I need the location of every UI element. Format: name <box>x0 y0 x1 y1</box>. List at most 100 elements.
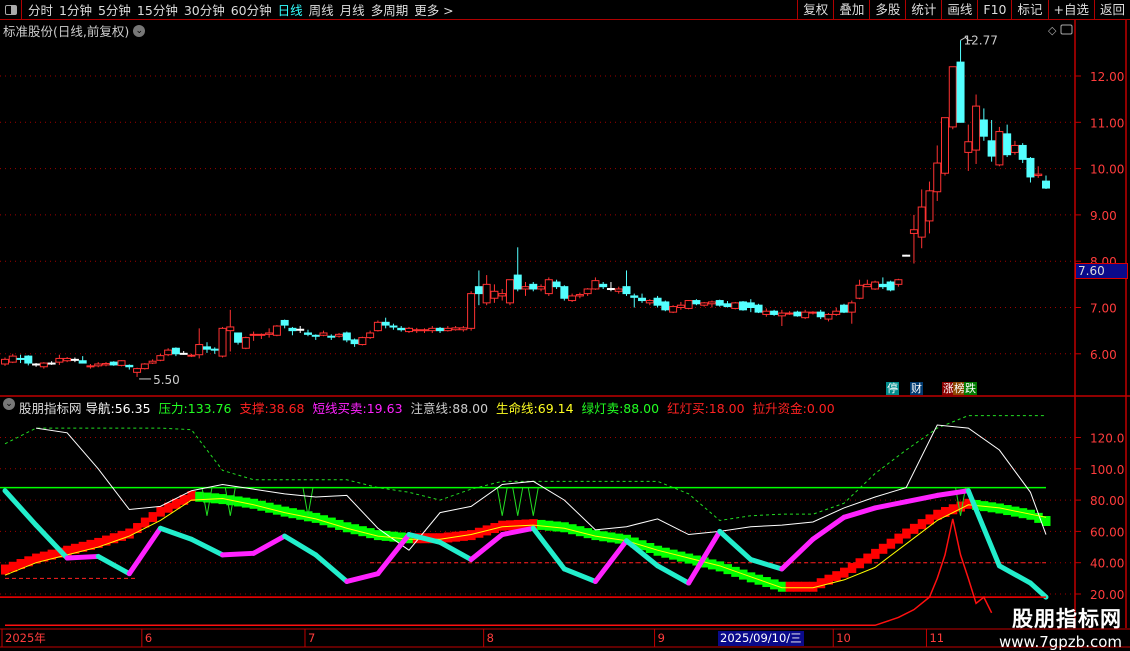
green-sell-signal <box>512 487 524 516</box>
green-sell-signal <box>224 487 236 516</box>
trend-band-block <box>1026 509 1035 520</box>
signal-badge[interactable]: 涨 <box>942 382 955 395</box>
candle-up <box>948 66 957 128</box>
date-label: 6 <box>145 631 152 645</box>
green-sell-signal <box>527 487 539 516</box>
candle-down <box>816 311 825 318</box>
candle-up <box>583 288 592 295</box>
signal-badge[interactable]: 跌 <box>964 382 977 395</box>
toolbar-button[interactable]: 画线 <box>941 0 977 20</box>
date-label: 2025年 <box>5 631 46 645</box>
trend-band-block <box>109 533 119 544</box>
candle-up <box>925 190 934 222</box>
chart-title[interactable]: 标准股份(日线,前复权) ⌄ <box>3 21 146 40</box>
trend-band-block <box>280 506 290 517</box>
trend-band-block <box>925 514 934 525</box>
toolbar-right-buttons: 复权 叠加 多股 统计 画线 F10 标记 +自选 返回 <box>797 0 1130 20</box>
signal-badge[interactable]: 财 <box>910 382 923 395</box>
chevron-down-icon[interactable]: ⌄ <box>133 24 146 37</box>
candle-down <box>202 346 211 350</box>
period-tab[interactable]: 30分钟 <box>183 3 225 18</box>
price-tick-label: 12.00 <box>1090 70 1124 84</box>
trend-band-block <box>505 520 515 531</box>
date-label: 7 <box>308 631 315 645</box>
short-trade-segment <box>126 525 163 577</box>
readout-value: 38.68 <box>268 401 305 416</box>
period-tab[interactable]: 1分钟 <box>59 3 92 18</box>
short-trade-segment <box>810 514 847 542</box>
draw-diamond-icon: ◇ <box>1048 24 1057 37</box>
trend-band-block <box>956 501 966 512</box>
toolbar-button[interactable]: +自选 <box>1047 0 1094 20</box>
signal-badge[interactable]: 榜 <box>953 382 966 395</box>
trend-band-block <box>187 490 196 501</box>
candle-down <box>16 357 25 360</box>
trend-band-block <box>583 528 593 539</box>
candle-up <box>700 302 709 306</box>
indicator-tick-label: 100.0 <box>1090 463 1124 477</box>
indicator-readout: 压力:133.76 <box>159 398 236 417</box>
indicator-readout: 导航:56.35 <box>86 398 155 417</box>
period-tab[interactable]: 5分钟 <box>97 3 131 18</box>
watermark: 股朋指标网 www.7gpzb.com <box>999 603 1122 651</box>
candle-up <box>824 313 833 320</box>
candle-down <box>311 334 320 337</box>
toolbar-button[interactable]: F10 <box>977 0 1011 20</box>
candle-up <box>467 293 476 329</box>
candle-up <box>684 300 693 309</box>
period-tab[interactable]: 月线 <box>339 3 365 18</box>
readout-value: 88.00 <box>623 401 660 416</box>
candle-up <box>373 321 382 332</box>
indicator-name[interactable]: 股朋指标网 <box>19 401 82 416</box>
trend-band-block <box>871 548 880 559</box>
candle-down <box>638 297 647 302</box>
period-tab[interactable]: 15分钟 <box>136 3 178 18</box>
candle-up <box>902 254 911 257</box>
panel-toggle-button[interactable] <box>0 0 22 20</box>
toolbar-button[interactable]: 标记 <box>1011 0 1047 20</box>
cursor-date-label: 2025/09/10/三 <box>718 631 804 646</box>
indicator-tick-label: 80.00 <box>1090 494 1124 508</box>
period-tab[interactable]: 更多 > <box>414 3 454 18</box>
period-tab[interactable]: 分时 <box>28 3 54 18</box>
trend-band-block <box>397 532 406 543</box>
trend-band-block <box>86 539 95 550</box>
short-trade-segment <box>1027 580 1049 600</box>
toolbar-button[interactable]: 复权 <box>797 0 833 20</box>
trend-band-block <box>591 530 600 541</box>
candle-down <box>513 274 522 290</box>
trend-band-block <box>599 531 608 542</box>
indicator-menu-icon[interactable]: ⌄ <box>3 398 15 410</box>
candle-down <box>552 281 561 288</box>
readout-label: 拉升资金: <box>752 401 807 416</box>
trend-band-block <box>840 567 849 578</box>
short-trade-segment <box>996 563 1033 586</box>
toolbar-button[interactable]: 多股 <box>869 0 905 20</box>
period-tab[interactable]: 周线 <box>308 3 334 18</box>
short-trade-segment <box>344 571 381 584</box>
readout-label: 支撑: <box>239 401 269 416</box>
period-tab[interactable]: 60分钟 <box>230 3 272 18</box>
low-price-label: 5.50 <box>153 373 180 387</box>
trend-band-block <box>808 581 818 592</box>
toolbar-button[interactable]: 返回 <box>1093 0 1130 20</box>
trend-band-block <box>133 523 142 534</box>
trend-band-block <box>529 519 538 530</box>
toolbar-button[interactable]: 叠加 <box>833 0 869 20</box>
candle-up <box>808 311 817 314</box>
candle-up <box>404 327 413 333</box>
trend-band-block <box>1 564 10 575</box>
short-trade-segment <box>717 528 754 563</box>
candle-up <box>855 284 864 299</box>
period-tab[interactable]: 多周期 <box>370 3 409 18</box>
candle-down <box>653 297 662 306</box>
candle-up <box>917 206 926 238</box>
readout-value: 0.00 <box>806 401 835 416</box>
signal-badge[interactable]: 停 <box>886 382 899 395</box>
toolbar-button[interactable]: 统计 <box>905 0 941 20</box>
trend-band-block <box>995 503 1004 514</box>
candle-up <box>777 312 786 317</box>
trend-band-block <box>878 543 888 554</box>
period-tab[interactable]: 日线 <box>277 3 303 18</box>
